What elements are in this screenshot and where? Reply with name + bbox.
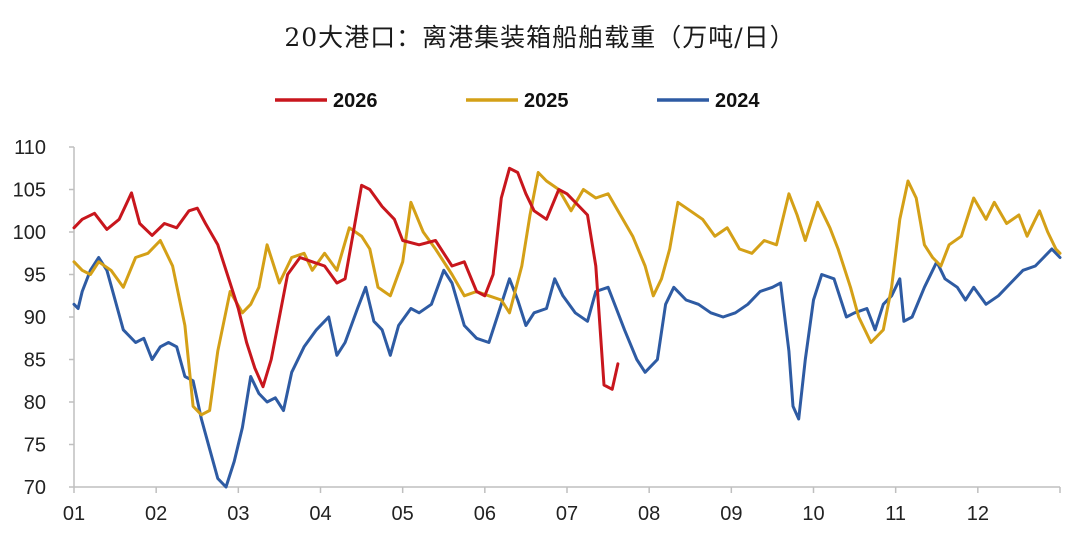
- legend: 2026 2025 2024: [275, 90, 760, 112]
- x-tick-label: 06: [474, 503, 496, 525]
- legend-label-2026: 2026: [333, 90, 378, 112]
- y-tick-label: 110: [14, 137, 46, 159]
- series-line-2024: [72, 247, 1062, 489]
- x-tick-label: 04: [309, 503, 331, 525]
- axes: 70 75 80 85 90 95 100 105 110 01 02 03 04 05 06 07 08 09 1…: [13, 137, 1061, 525]
- y-tick-label: 90: [24, 307, 46, 329]
- x-tick-label: 07: [556, 503, 578, 525]
- series-line-2025: [72, 171, 1062, 417]
- y-tick-label: 80: [24, 392, 46, 414]
- y-tick-label: 75: [24, 435, 46, 457]
- x-tick-label: 08: [638, 503, 660, 525]
- x-tick-label: 03: [227, 503, 249, 525]
- y-tick-label: 85: [24, 350, 46, 372]
- chart-title: 20大港口：离港集装箱船舶载重（万吨/日）: [284, 23, 796, 52]
- x-tick-label: 01: [63, 503, 85, 525]
- y-tick-label: 70: [24, 477, 46, 499]
- x-tick-label: 11: [885, 503, 906, 525]
- legend-label-2024: 2024: [715, 90, 760, 112]
- y-tick-label: 95: [24, 265, 46, 287]
- x-tick-label: 05: [392, 503, 414, 525]
- series-line-2026: [72, 166, 620, 391]
- x-tick-label: 02: [145, 503, 167, 525]
- legend-label-2025: 2025: [524, 90, 569, 112]
- plot-area: [72, 166, 1062, 489]
- x-tick-label: 12: [967, 503, 989, 525]
- y-tick-label: 100: [13, 222, 46, 244]
- x-tick-label: 09: [720, 503, 742, 525]
- x-tick-label: 10: [802, 503, 824, 525]
- y-tick-label: 105: [13, 180, 46, 202]
